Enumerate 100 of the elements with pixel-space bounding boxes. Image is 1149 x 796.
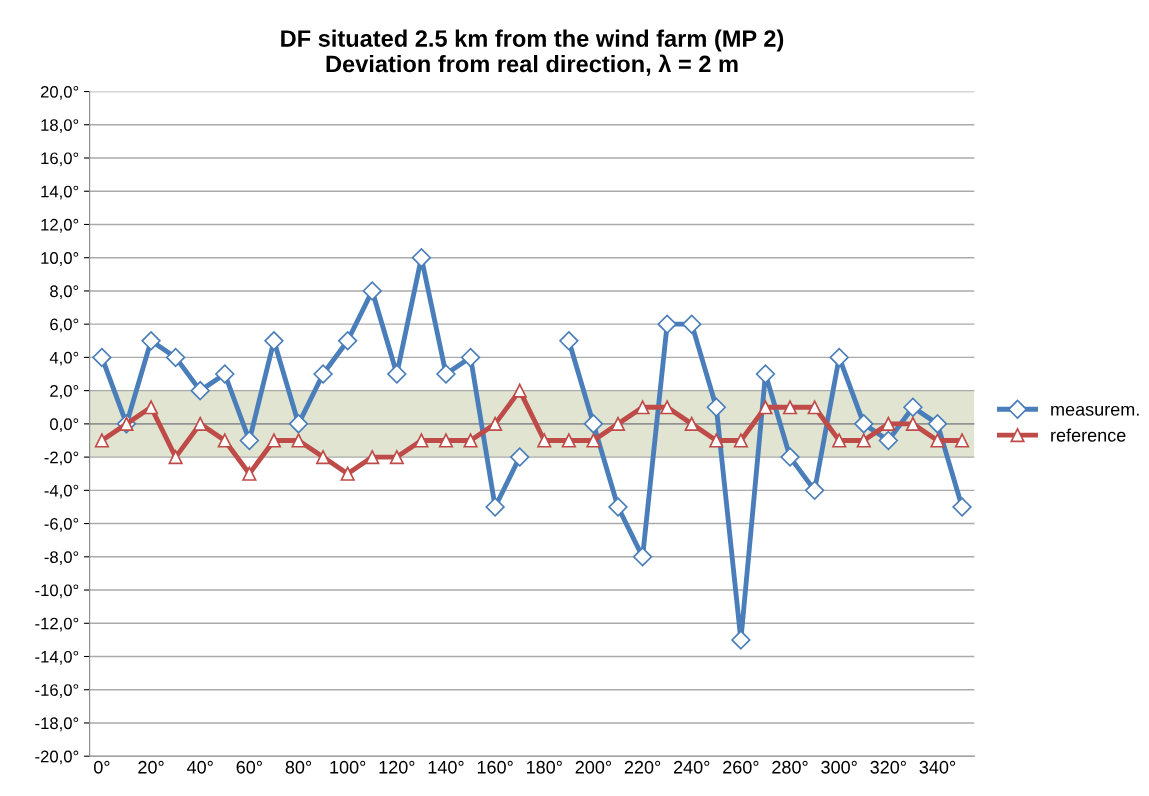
point bbox=[709, 433, 724, 448]
point bbox=[389, 450, 404, 465]
point bbox=[537, 433, 552, 448]
point bbox=[780, 447, 800, 467]
x-tick-label: 80° bbox=[285, 760, 312, 774]
point bbox=[460, 347, 481, 368]
point bbox=[510, 447, 530, 467]
y-tick-label: 20,0° bbox=[40, 85, 79, 100]
point bbox=[927, 414, 948, 434]
y-tick-label: 12,0° bbox=[41, 218, 79, 233]
point bbox=[488, 416, 503, 431]
y-tick-label: 0,0° bbox=[50, 418, 79, 433]
point bbox=[337, 331, 358, 351]
legend-label: measurem. bbox=[1051, 405, 1139, 416]
point bbox=[881, 416, 896, 431]
point bbox=[288, 414, 309, 434]
point bbox=[362, 281, 382, 301]
point bbox=[755, 364, 776, 384]
point bbox=[608, 497, 628, 517]
point bbox=[414, 433, 429, 448]
y-tick-label: -12,0° bbox=[35, 617, 79, 632]
point bbox=[291, 433, 306, 448]
x-tick-label: 180° bbox=[526, 760, 562, 774]
point bbox=[559, 331, 579, 351]
y-tick-label: 18,0° bbox=[41, 119, 79, 133]
point bbox=[411, 248, 432, 268]
y-tick-label: -14,0° bbox=[35, 650, 79, 665]
x-tick-label: 220° bbox=[624, 760, 661, 774]
y-tick-label: -18,0° bbox=[35, 717, 79, 732]
point bbox=[856, 433, 871, 448]
y-tick-label: -6,0° bbox=[44, 517, 79, 532]
point bbox=[903, 397, 923, 417]
point bbox=[463, 433, 478, 448]
y-tick-label: -10,0° bbox=[35, 584, 79, 599]
point bbox=[905, 416, 920, 431]
point bbox=[193, 416, 208, 431]
y-tick-label: 10,0° bbox=[41, 252, 79, 266]
y-tick-label: 14,0° bbox=[41, 185, 79, 200]
point bbox=[632, 547, 653, 567]
x-tick-label: 20° bbox=[138, 760, 164, 774]
x-tick-label: 40° bbox=[186, 760, 213, 774]
chart-title: DF situated 2.5 km from the wind farm (MP 2) Deviation from real direction, λ = 2 m bbox=[281, 29, 784, 76]
y-tick-label: 2,0° bbox=[50, 385, 79, 399]
y-tick-label: 8,0° bbox=[50, 285, 79, 300]
point bbox=[217, 433, 232, 448]
x-tick-label: 120° bbox=[379, 760, 415, 774]
point bbox=[141, 331, 161, 351]
point bbox=[215, 364, 235, 384]
point bbox=[168, 450, 183, 465]
point bbox=[586, 433, 601, 448]
point bbox=[733, 433, 748, 448]
point bbox=[561, 433, 576, 448]
point bbox=[512, 383, 527, 398]
point bbox=[854, 414, 874, 434]
point bbox=[930, 433, 945, 448]
x-tick-label: 340° bbox=[919, 760, 956, 774]
point bbox=[242, 466, 257, 481]
y-tick-label: 16,0° bbox=[41, 152, 79, 167]
point bbox=[878, 430, 899, 451]
point bbox=[165, 347, 186, 368]
y-tick-label: -2,0° bbox=[44, 451, 79, 466]
point bbox=[438, 433, 454, 448]
point bbox=[190, 380, 210, 401]
x-tick-label: 240° bbox=[673, 760, 710, 774]
point bbox=[387, 364, 407, 384]
point bbox=[804, 480, 825, 501]
point bbox=[94, 433, 109, 448]
point bbox=[684, 416, 699, 431]
point bbox=[758, 400, 773, 415]
x-tick-label: 200° bbox=[575, 760, 612, 774]
x-tick-label: 260° bbox=[723, 760, 759, 774]
point bbox=[266, 433, 282, 448]
x-tick-label: 280° bbox=[772, 760, 808, 774]
y-tick-label: -16,0° bbox=[35, 684, 79, 698]
point bbox=[782, 400, 798, 415]
point bbox=[657, 314, 677, 334]
x-tick-label: 100° bbox=[330, 760, 366, 774]
point bbox=[682, 314, 702, 334]
x-tick-label: 160° bbox=[477, 760, 513, 774]
point bbox=[365, 450, 380, 465]
point bbox=[583, 414, 604, 434]
point bbox=[264, 331, 284, 351]
point bbox=[807, 400, 822, 415]
x-tick-label: 140° bbox=[428, 760, 464, 774]
point bbox=[954, 433, 970, 448]
y-tick-label: -8,0° bbox=[44, 551, 79, 565]
point bbox=[829, 347, 849, 368]
point bbox=[952, 497, 972, 517]
point bbox=[610, 416, 626, 431]
point bbox=[316, 450, 331, 465]
y-tick-label: -4,0° bbox=[44, 484, 79, 499]
point bbox=[485, 497, 505, 517]
legend-label: reference bbox=[1051, 428, 1126, 442]
y-tick-label: 6,0° bbox=[50, 318, 79, 333]
point bbox=[832, 433, 847, 448]
point bbox=[635, 400, 650, 415]
x-tick-label: 320° bbox=[870, 760, 906, 774]
point bbox=[340, 466, 355, 481]
point bbox=[436, 364, 456, 384]
x-tick-label: 60° bbox=[236, 760, 262, 774]
